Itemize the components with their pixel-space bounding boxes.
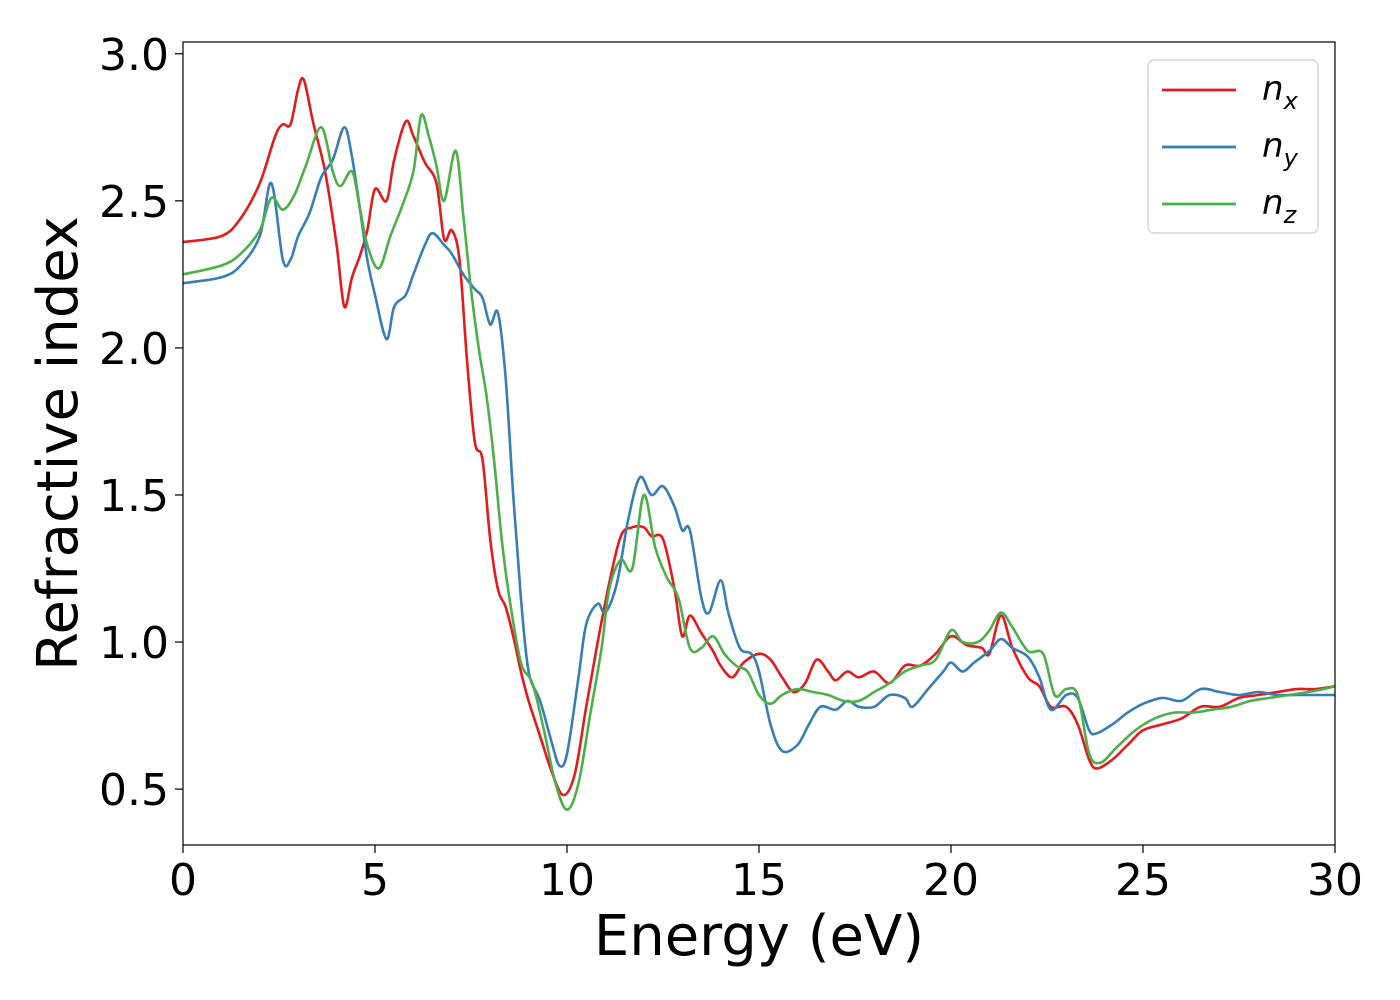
x-axis-ticks: 0 5 10 15 20 25 30: [169, 845, 1363, 906]
y-tick-label: 1.5: [99, 471, 169, 522]
x-axis-label: Energy (eV): [594, 904, 924, 969]
x-tick-label: 15: [731, 855, 787, 906]
legend-label: nz: [1262, 183, 1298, 229]
legend-label: nx: [1262, 69, 1299, 115]
series-line-ny: [183, 126, 1335, 768]
x-tick-label: 0: [169, 855, 197, 906]
x-tick-label: 20: [923, 855, 979, 906]
legend-label: ny: [1262, 126, 1299, 172]
legend-label-subscript: z: [1283, 201, 1298, 229]
legend-label-subscript: x: [1283, 87, 1299, 115]
y-tick-label: 1.0: [99, 618, 169, 669]
legend-label-subscript: y: [1283, 144, 1299, 172]
x-tick-label: 10: [539, 855, 595, 906]
series-layer: [183, 76, 1335, 811]
x-tick-label: 5: [361, 855, 389, 906]
legend-entry-nx: nx: [1162, 69, 1299, 115]
y-tick-label: 2.0: [99, 324, 169, 375]
legend-entry-nz: nz: [1162, 183, 1298, 229]
legend-label-base: n: [1262, 183, 1284, 223]
x-tick-label: 30: [1307, 855, 1363, 906]
legend-label-base: n: [1262, 126, 1284, 166]
y-axis-label: Refractive index: [26, 216, 91, 671]
legend-entry-ny: ny: [1162, 126, 1299, 172]
y-tick-label: 3.0: [99, 30, 169, 81]
x-tick-label: 25: [1115, 855, 1171, 906]
y-tick-label: 2.5: [99, 177, 169, 228]
y-tick-label: 0.5: [99, 765, 169, 816]
legend-label-base: n: [1262, 69, 1284, 109]
y-axis-ticks: 0.5 1.0 1.5 2.0 2.5 3.0: [99, 30, 183, 816]
series-line-nz: [183, 113, 1335, 811]
